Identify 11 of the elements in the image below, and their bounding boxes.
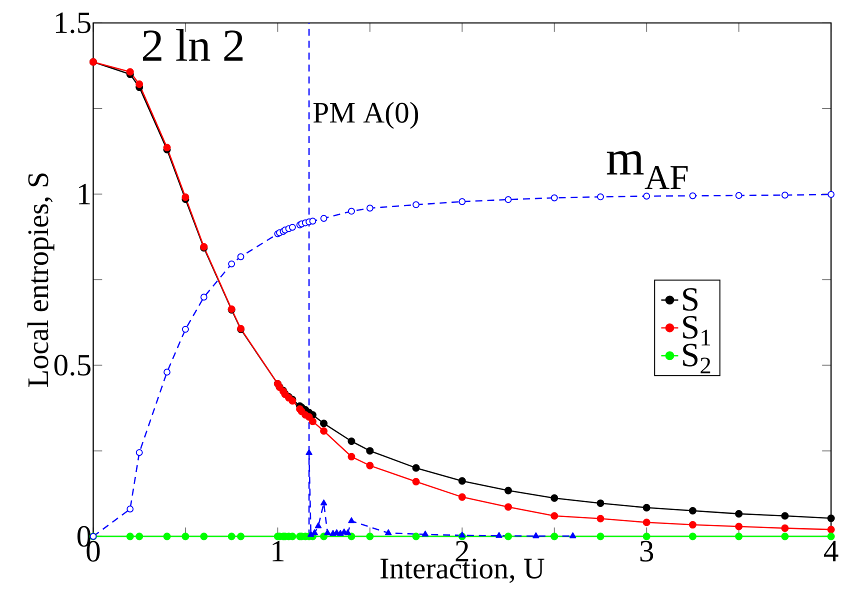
series-label: m$_{AF}$	[606, 151, 688, 189]
y-axis-title: Local entropies, S	[27, 173, 54, 387]
legend-label: S	[683, 288, 698, 311]
x-tick-label: 3	[640, 540, 654, 562]
ref-line-label: PM A(0)	[313, 102, 418, 129]
annotation: 2 ln 2	[143, 28, 243, 61]
y-tick-label: 1.5	[56, 12, 90, 34]
y-tick-label: 0.5	[54, 354, 90, 376]
x-tick-label: 4	[824, 540, 838, 562]
y-tick-label: 1	[79, 184, 90, 204]
x-tick-label: 1	[272, 540, 284, 562]
